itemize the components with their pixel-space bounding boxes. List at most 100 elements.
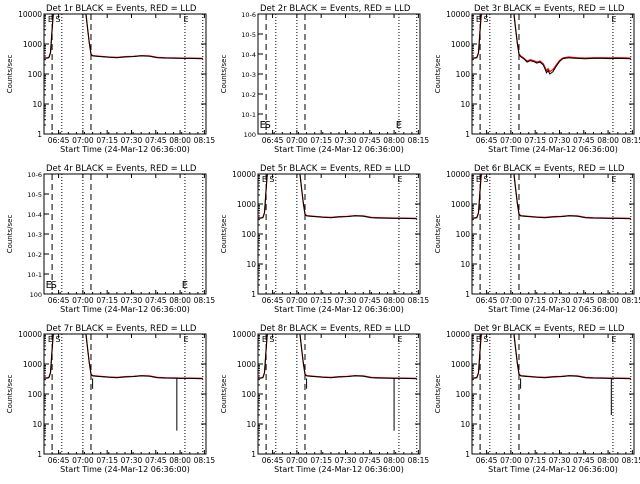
panel-title: Det 2r BLACK = Events, RED = LLD: [260, 4, 411, 14]
marker-e-label: E: [48, 15, 53, 24]
marker-e-label: E: [611, 175, 616, 184]
plot-frame: [43, 13, 207, 135]
marker-e-label: E: [397, 335, 402, 344]
marker-s-label: S: [55, 335, 60, 344]
x-tick-label: 07:45: [573, 296, 595, 305]
x-tick-label: 08:00: [597, 456, 619, 465]
y-tick-label: 1000: [451, 360, 470, 369]
y-tick-label: 10-3: [27, 231, 42, 239]
x-tick-label: 07:15: [524, 136, 546, 145]
series-events-line: [258, 334, 417, 380]
x-tick-label: 08:15: [194, 296, 216, 305]
y-tick-label: 1: [465, 130, 470, 139]
data-layer: [472, 14, 631, 75]
marker-e-label: E: [262, 335, 267, 344]
panel-title: Det 6r BLACK = Events, RED = LLD: [474, 164, 625, 174]
y-axis-label: Counts/sec: [6, 215, 14, 254]
x-tick-label: 07:15: [96, 456, 118, 465]
marker-e-label: E: [183, 15, 188, 24]
y-tick-label: 10-4: [241, 51, 256, 59]
data-layer: [44, 334, 203, 431]
plot-frame: [471, 173, 635, 295]
x-tick-label: 07:00: [286, 296, 308, 305]
x-tick-label: 07:15: [96, 136, 118, 145]
marker-e-label: E: [476, 335, 481, 344]
series-lld-line: [44, 14, 203, 59]
y-tick-label: 10-5: [241, 31, 256, 39]
x-tick-label: 08:00: [169, 456, 191, 465]
y-tick-label: 100: [28, 390, 43, 399]
x-tick-label: 07:00: [72, 136, 94, 145]
plot-frame: [257, 13, 421, 135]
y-tick-label: 10-2: [27, 251, 42, 259]
marker-s-label: S: [55, 15, 60, 24]
x-tick-label: 08:00: [383, 296, 405, 305]
series-lld-line: [472, 174, 631, 219]
x-axis-label: Start Time (24-Mar-12 06:36:00): [488, 305, 618, 314]
x-axis-label: Start Time (24-Mar-12 06:36:00): [60, 465, 190, 474]
x-tick-label: 07:30: [335, 456, 357, 465]
x-tick-label: 07:45: [573, 136, 595, 145]
marker-e-label: E: [182, 280, 188, 291]
x-axis-label: Start Time (24-Mar-12 06:36:00): [488, 465, 618, 474]
x-tick-label: 08:15: [622, 296, 640, 305]
marker-s-label: S: [264, 120, 270, 131]
x-tick-label: 07:45: [359, 296, 381, 305]
y-tick-label: 1000: [451, 40, 470, 49]
y-tick-label: 10: [246, 260, 256, 269]
y-tick-label: 1: [251, 290, 256, 299]
y-tick-label: 10: [460, 260, 470, 269]
x-tick-label: 07:00: [500, 296, 522, 305]
x-tick-label: 07:15: [96, 296, 118, 305]
marker-e-label: E: [476, 15, 481, 24]
series-lld-line: [472, 14, 631, 73]
panel-title: Det 1r BLACK = Events, RED = LLD: [46, 4, 197, 14]
x-tick-label: 07:00: [72, 296, 94, 305]
y-axis-label: Counts/sec: [434, 55, 442, 94]
x-tick-label: 07:00: [500, 136, 522, 145]
y-tick-label: 1: [251, 450, 256, 459]
series-events-line: [472, 174, 631, 220]
x-tick-label: 07:00: [72, 456, 94, 465]
x-tick-label: 06:45: [48, 136, 70, 145]
x-tick-label: 07:30: [335, 296, 357, 305]
y-tick-label: 10: [460, 100, 470, 109]
x-tick-label: 08:15: [194, 456, 216, 465]
y-tick-label: 10-4: [27, 211, 42, 219]
y-tick-label: 10000: [446, 330, 470, 339]
series-events-line: [44, 14, 203, 60]
x-tick-label: 08:15: [408, 136, 430, 145]
y-axis-label: Counts/sec: [220, 215, 228, 254]
marker-e-label: E: [183, 335, 188, 344]
x-tick-label: 08:15: [408, 296, 430, 305]
y-tick-label: 1000: [237, 360, 256, 369]
plot-frame: [471, 333, 635, 455]
marker-s-label: S: [483, 335, 488, 344]
plot-frame: [43, 333, 207, 455]
marker-e-label: E: [476, 175, 481, 184]
y-tick-label: 10: [460, 420, 470, 429]
x-tick-label: 08:00: [169, 136, 191, 145]
y-tick-label: 10000: [232, 330, 256, 339]
y-axis-label: Counts/sec: [220, 55, 228, 94]
marker-e-label: E: [48, 335, 53, 344]
x-tick-label: 08:15: [194, 136, 216, 145]
x-tick-label: 07:45: [359, 136, 381, 145]
panel-title: Det 9r BLACK = Events, RED = LLD: [474, 324, 625, 334]
series-lld-line: [472, 334, 631, 379]
x-tick-label: 06:45: [48, 456, 70, 465]
y-tick-label: 10-1: [241, 111, 256, 119]
marker-s-label: S: [269, 175, 274, 184]
data-layer: [472, 334, 631, 415]
x-axis-label: Start Time (24-Mar-12 06:36:00): [274, 305, 404, 314]
y-tick-label: 10-6: [241, 11, 256, 19]
